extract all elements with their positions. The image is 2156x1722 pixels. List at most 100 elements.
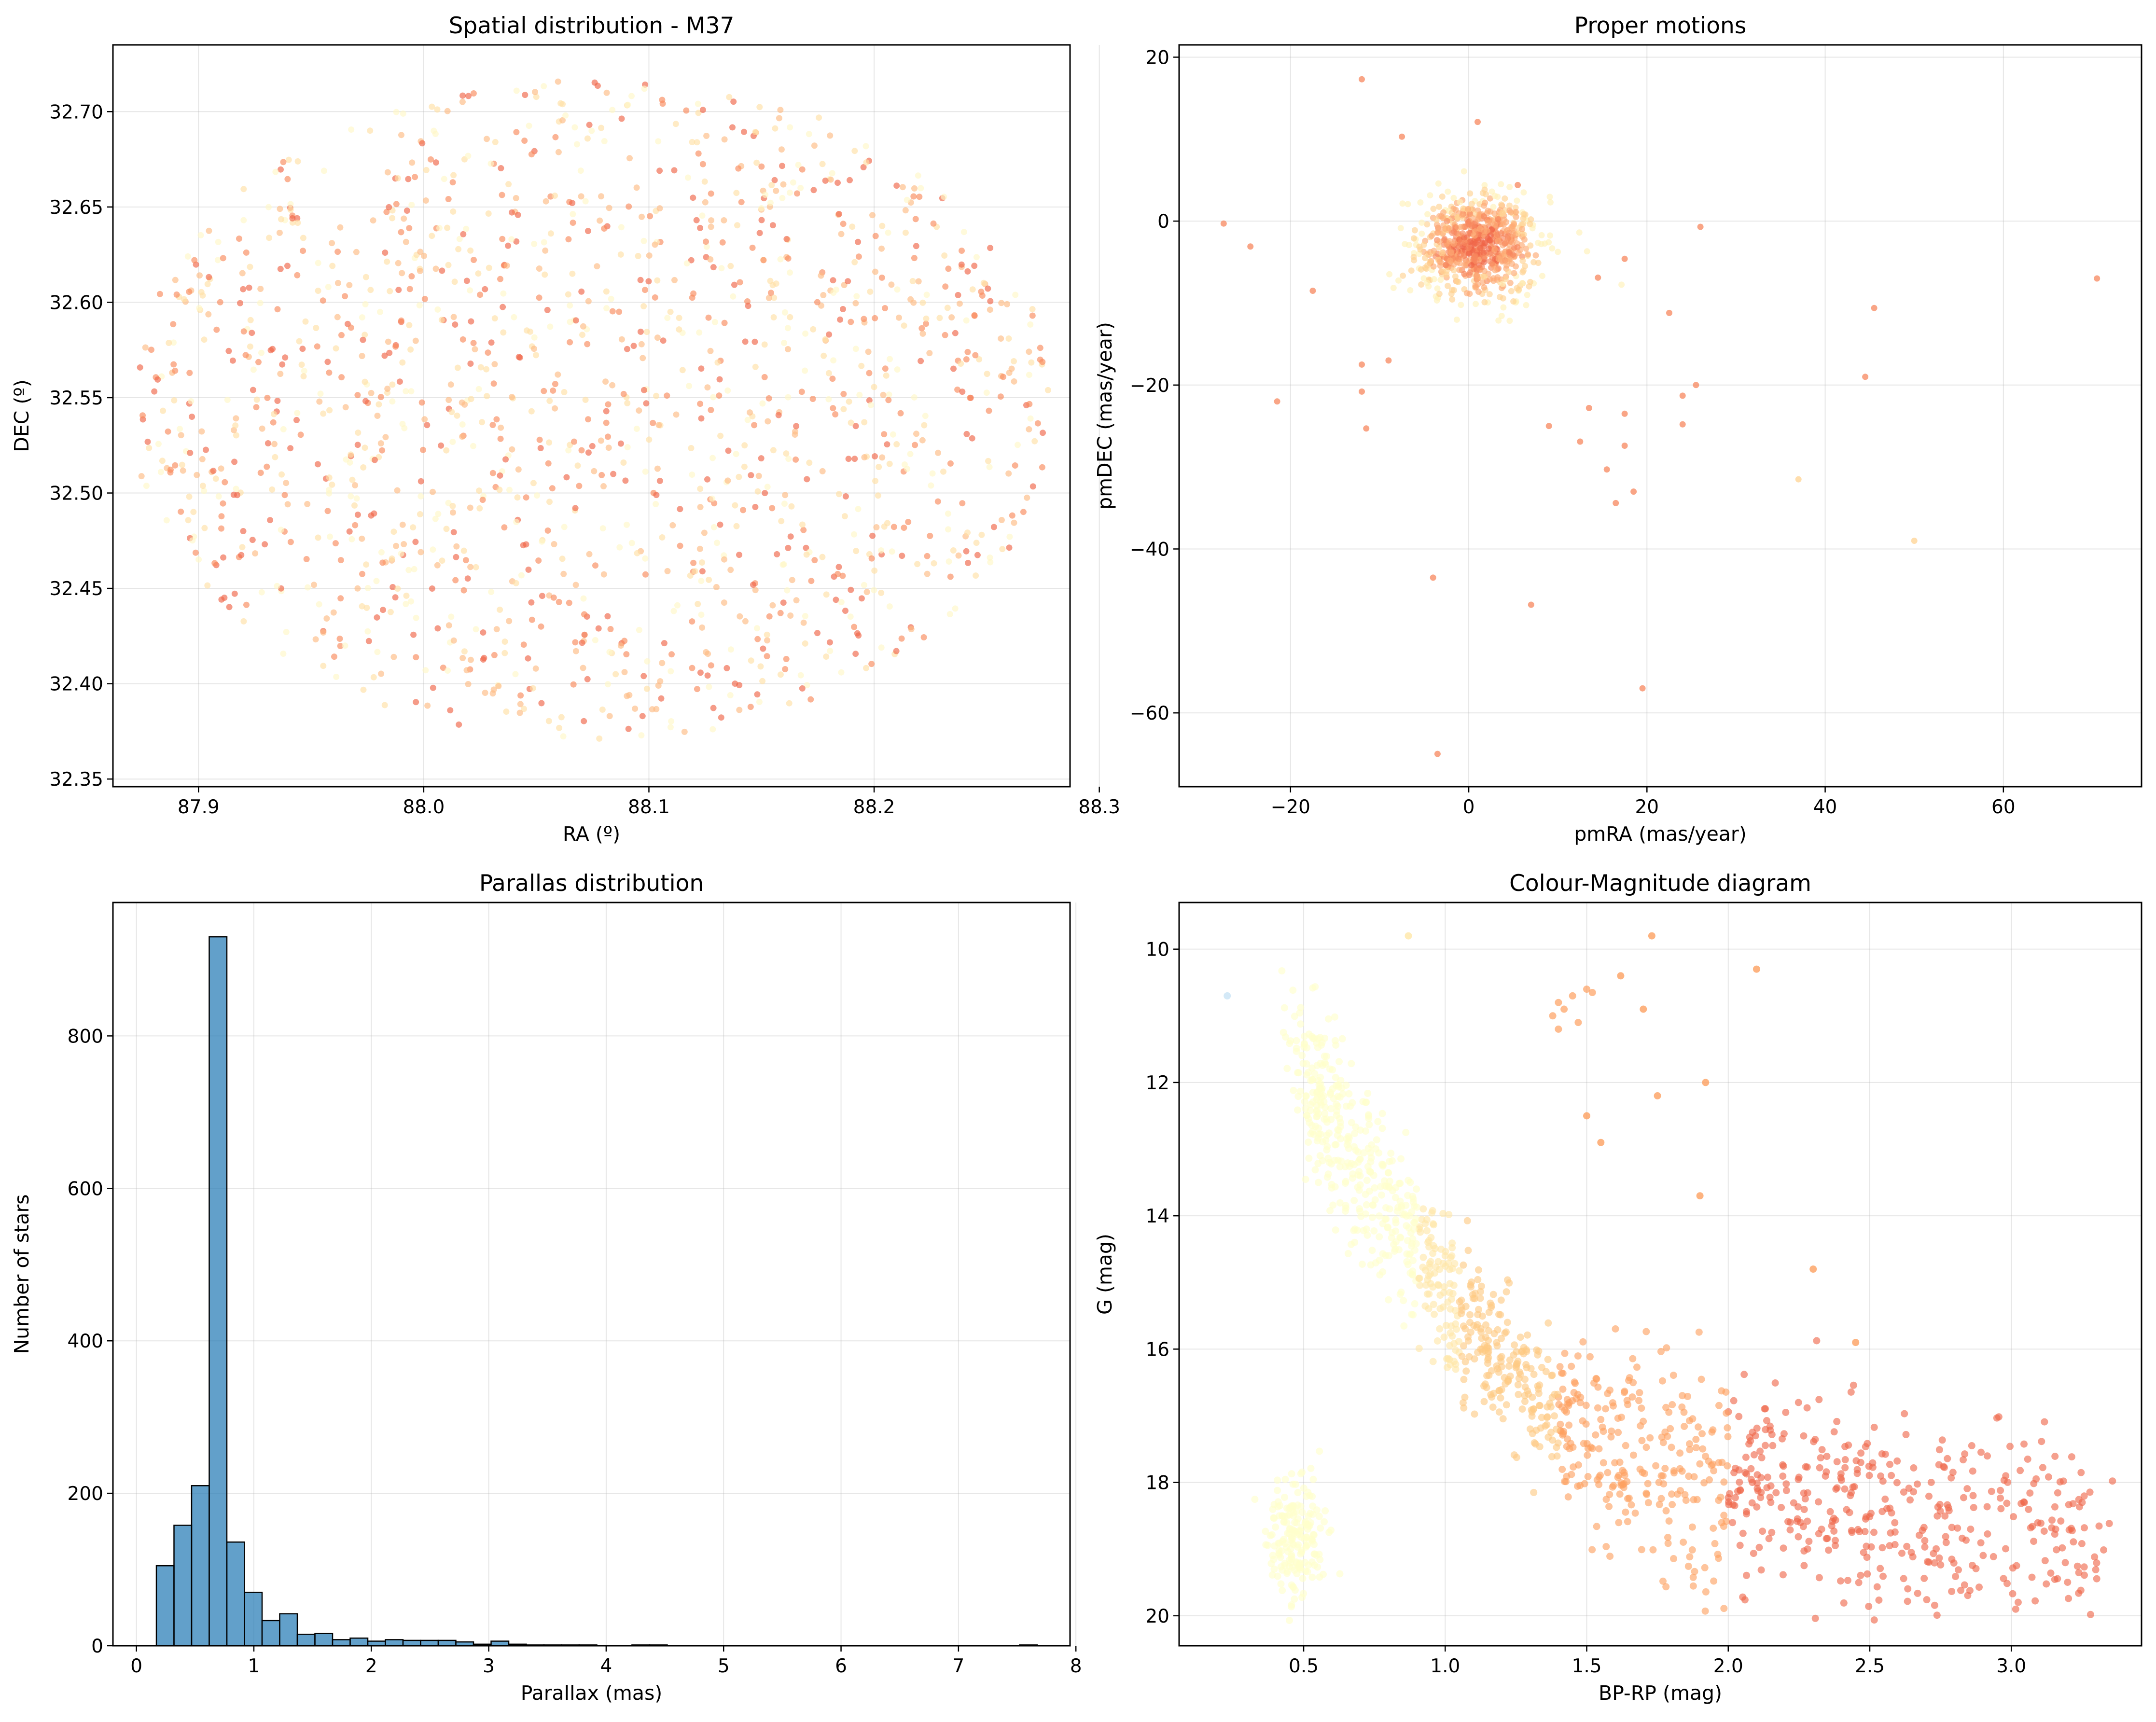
data-point (456, 236, 463, 242)
data-point (1967, 1526, 1975, 1533)
data-point (374, 649, 381, 655)
data-point (904, 466, 911, 472)
data-point (761, 374, 768, 380)
data-point (204, 281, 211, 288)
data-point (320, 663, 327, 669)
data-point (316, 398, 323, 405)
data-point (272, 168, 279, 175)
data-point (495, 683, 502, 690)
data-point (1294, 1106, 1301, 1114)
data-point (1614, 1415, 1622, 1422)
data-point (393, 201, 400, 208)
data-point (1293, 1519, 1301, 1527)
data-point (278, 216, 284, 222)
data-point (1767, 1482, 1775, 1490)
data-point (2075, 1503, 2083, 1511)
data-point (579, 639, 585, 646)
data-point (971, 312, 978, 319)
data-point (741, 128, 747, 135)
data-point (689, 139, 695, 145)
data-point (1305, 1115, 1312, 1123)
data-point (686, 383, 693, 389)
data-point (1450, 194, 1457, 201)
data-point (1011, 358, 1017, 364)
data-point (1397, 1155, 1405, 1163)
x-tick-label: 7 (952, 1655, 964, 1677)
data-point (1474, 216, 1481, 223)
data-point (1012, 462, 1018, 469)
outlier-point (1613, 500, 1619, 506)
data-point (878, 245, 885, 252)
data-point (1363, 1231, 1371, 1239)
data-point (606, 713, 613, 720)
data-point (1446, 1356, 1453, 1363)
data-point (1568, 1362, 1575, 1370)
y-tick-label: 400 (68, 1331, 103, 1352)
data-point (773, 187, 779, 194)
data-point (1302, 1518, 1309, 1526)
data-point (1817, 1454, 1824, 1462)
data-point (476, 487, 483, 494)
data-point (1602, 1496, 1610, 1503)
data-point (871, 567, 878, 574)
x-tick-label: 88.1 (628, 796, 670, 818)
data-point (555, 78, 561, 85)
data-point (1921, 1543, 1929, 1551)
data-point (1644, 1480, 1652, 1487)
data-point (453, 543, 460, 550)
data-point (598, 125, 605, 131)
data-point (1638, 1546, 1645, 1554)
data-point (1448, 1239, 1456, 1247)
data-point (1605, 1503, 1613, 1510)
data-point (787, 124, 793, 131)
data-point (220, 255, 226, 262)
data-point (1478, 264, 1485, 270)
data-point (390, 528, 397, 535)
data-point (642, 571, 649, 578)
data-point (713, 584, 720, 590)
data-point (1670, 1555, 1677, 1562)
data-point (642, 555, 649, 562)
data-point (1638, 1437, 1646, 1444)
data-point (567, 319, 573, 325)
data-point (698, 611, 705, 618)
data-point (393, 542, 400, 549)
data-point (751, 422, 758, 429)
data-point (1699, 1445, 1707, 1453)
data-point (598, 437, 604, 444)
data-point (829, 170, 835, 177)
data-point (1457, 239, 1464, 246)
x-tick-label: 3.0 (1996, 1655, 2026, 1677)
data-point (1480, 1382, 1488, 1390)
data-point (1302, 1176, 1309, 1183)
data-point (450, 529, 457, 536)
data-point (688, 257, 695, 264)
data-point (1495, 317, 1502, 324)
data-point (1298, 1509, 1306, 1516)
data-point (766, 613, 773, 620)
data-point (1506, 202, 1513, 209)
red-clump-point (1560, 1005, 1568, 1013)
y-tick-label: 32.65 (49, 197, 103, 219)
data-point (337, 595, 344, 602)
data-point (899, 184, 906, 191)
data-point (1832, 1486, 1840, 1493)
data-point (623, 651, 630, 658)
data-point (1270, 1514, 1278, 1522)
data-point (2065, 1501, 2073, 1509)
data-point (999, 546, 1006, 553)
data-point (1519, 258, 1526, 264)
data-point (1914, 1589, 1921, 1597)
data-point (640, 237, 647, 244)
data-point (1363, 1225, 1370, 1233)
data-point (490, 380, 497, 387)
data-point (500, 304, 506, 310)
data-point (1429, 1250, 1437, 1257)
data-point (362, 274, 369, 280)
data-point (1606, 1553, 1614, 1560)
data-point (1720, 1512, 1728, 1519)
data-point (1295, 1069, 1303, 1077)
data-point (660, 337, 667, 344)
data-point (1344, 1138, 1352, 1146)
data-point (987, 559, 994, 566)
